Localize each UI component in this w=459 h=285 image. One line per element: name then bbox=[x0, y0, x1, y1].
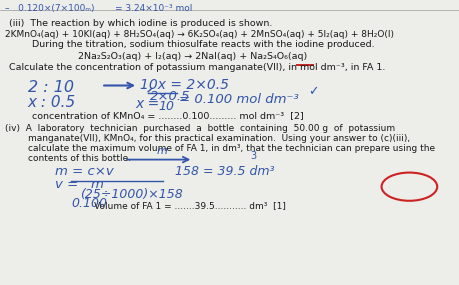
Text: v =   m: v = m bbox=[55, 178, 104, 191]
Text: manganate(VII), KMnO₄, for this practical examination.  Using your answer to (c): manganate(VII), KMnO₄, for this practica… bbox=[5, 134, 409, 143]
Text: –   0.120×(7×100ₘ): – 0.120×(7×100ₘ) bbox=[5, 4, 94, 13]
Text: m = c×v: m = c×v bbox=[55, 165, 114, 178]
Text: concentration of KMnO₄ = ........0.100......... mol dm⁻³  [2]: concentration of KMnO₄ = ........0.100..… bbox=[32, 111, 303, 120]
Text: 158 = 39.5 dm³: 158 = 39.5 dm³ bbox=[174, 165, 274, 178]
Text: ✓: ✓ bbox=[308, 86, 318, 99]
Text: (25÷1000)×158: (25÷1000)×158 bbox=[80, 188, 183, 201]
Text: 3: 3 bbox=[250, 151, 256, 161]
Text: 10x = 2×0.5: 10x = 2×0.5 bbox=[140, 78, 229, 92]
Text: x =: x = bbox=[135, 97, 160, 111]
Text: 2×0.5: 2×0.5 bbox=[149, 90, 190, 103]
Text: (iii)  The reaction by which iodine is produced is shown.: (iii) The reaction by which iodine is pr… bbox=[9, 19, 272, 28]
Text: m: m bbox=[156, 146, 167, 156]
Text: (iv)  A  laboratory  technician  purchased  a  bottle  containing  50.00 g  of  : (iv) A laboratory technician purchased a… bbox=[5, 124, 394, 133]
Text: 2KMnO₄(aq) + 10KI(aq) + 8H₂SO₄(aq) → 6K₂SO₄(aq) + 2MnSO₄(aq) + 5I₂(aq) + 8H₂O(l): 2KMnO₄(aq) + 10KI(aq) + 8H₂SO₄(aq) → 6K₂… bbox=[5, 30, 393, 39]
Text: calculate the maximum volume of FA 1, in dm³, that the technician can prepare us: calculate the maximum volume of FA 1, in… bbox=[5, 144, 434, 153]
Text: = 3.24×10⁻³ mol: = 3.24×10⁻³ mol bbox=[115, 4, 192, 13]
Text: 10: 10 bbox=[158, 100, 174, 113]
Text: 0.100: 0.100 bbox=[71, 197, 107, 210]
Text: During the titration, sodium thiosulfate reacts with the iodine produced.: During the titration, sodium thiosulfate… bbox=[32, 40, 374, 50]
Text: Calculate the concentration of potassium manganate(VII), in mol dm⁻³, in FA 1.: Calculate the concentration of potassium… bbox=[9, 63, 385, 72]
Text: = 0.100 mol dm⁻³: = 0.100 mol dm⁻³ bbox=[179, 93, 299, 107]
Text: 2Na₂S₂O₃(aq) + I₂(aq) → 2NaI(aq) + Na₂S₄O₆(aq): 2Na₂S₂O₃(aq) + I₂(aq) → 2NaI(aq) + Na₂S₄… bbox=[78, 52, 307, 61]
Text: Volume of FA 1 = .......39.5........... dm³  [1]: Volume of FA 1 = .......39.5........... … bbox=[5, 201, 285, 210]
Text: 2 : 10: 2 : 10 bbox=[28, 80, 73, 95]
Text: x : 0.5: x : 0.5 bbox=[28, 95, 76, 111]
Text: contents of this bottle.: contents of this bottle. bbox=[5, 154, 130, 163]
